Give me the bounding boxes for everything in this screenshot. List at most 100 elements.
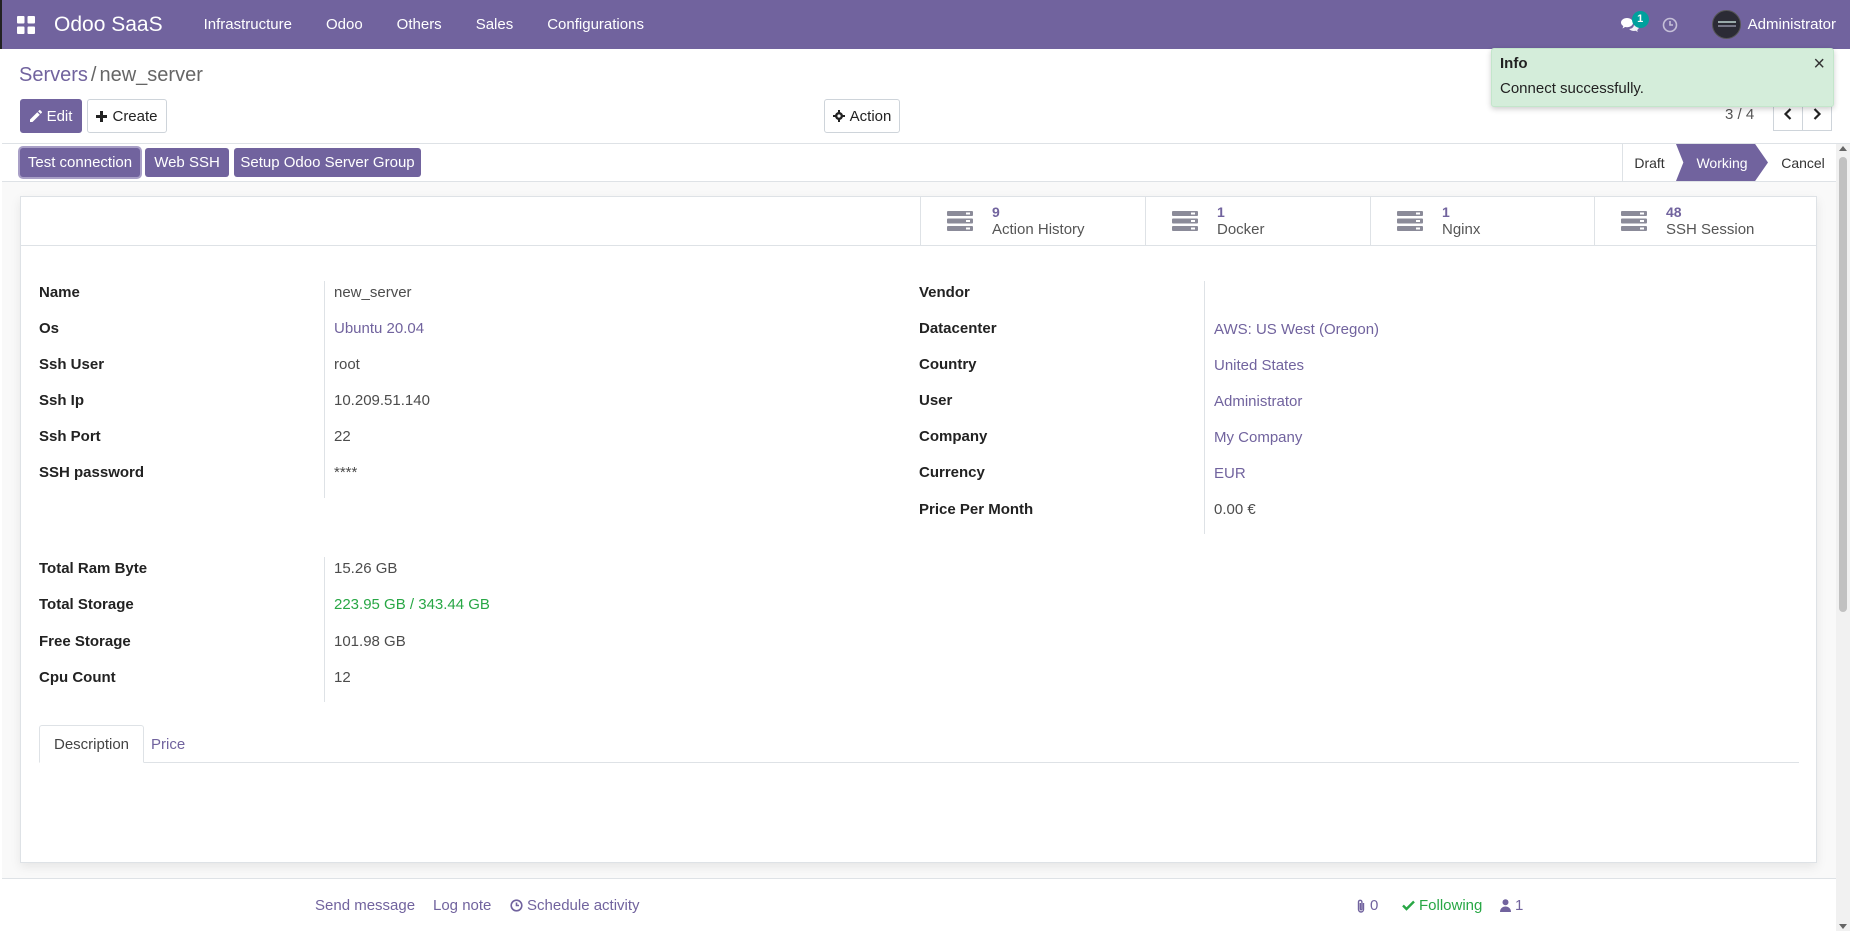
form-sheet: 9 Action History 1 Docker 1 Nginx 48 [20, 196, 1817, 863]
server-icon [947, 211, 973, 231]
field-label-datacenter: Datacenter [919, 320, 997, 337]
smart-button-box: 9 Action History 1 Docker 1 Nginx 48 [21, 197, 1816, 246]
field-ssh-ip[interactable]: 10.209.51.140 [334, 392, 430, 409]
stage-cancel[interactable]: Cancel [1781, 154, 1825, 171]
following-label: Following [1419, 897, 1483, 914]
breadcrumb-separator: / [90, 64, 97, 86]
chatter-topbar: Send message Log note Schedule activity … [2, 878, 1836, 931]
field-currency[interactable]: EUR [1214, 465, 1246, 482]
menu-infrastructure[interactable]: Infrastructure [203, 16, 292, 33]
user-menu[interactable]: Administrator [1690, 0, 1850, 49]
menu-sales[interactable]: Sales [475, 16, 514, 33]
field-label-country: Country [919, 356, 977, 373]
close-icon[interactable]: × [1813, 53, 1825, 75]
field-country[interactable]: United States [1214, 357, 1305, 374]
log-note-button[interactable]: Log note [433, 897, 492, 914]
menu-odoo[interactable]: Odoo [325, 16, 363, 33]
field-label-price-per-month: Price Per Month [919, 501, 1034, 518]
field-user[interactable]: Administrator [1214, 393, 1303, 410]
stage-working[interactable]: Working [1676, 144, 1768, 181]
field-label-total-storage: Total Storage [39, 596, 134, 613]
web-ssh-button[interactable]: Web SSH [145, 148, 229, 177]
scroll-up-icon[interactable] [1839, 146, 1847, 151]
field-label-name: Name [39, 284, 80, 301]
paperclip-icon [1357, 899, 1365, 913]
vertical-scrollbar[interactable] [1836, 144, 1850, 931]
scrollbar-thumb[interactable] [1839, 157, 1847, 612]
nginx-smart-button[interactable]: 1 Nginx [1370, 197, 1595, 245]
field-free-storage[interactable]: 101.98 GB [334, 633, 406, 650]
field-label-free-storage: Free Storage [39, 633, 131, 650]
tab-description[interactable]: Description [39, 725, 145, 763]
activity-menu[interactable] [1650, 0, 1690, 49]
app-brand[interactable]: Odoo SaaS [54, 12, 163, 36]
field-separator [324, 281, 325, 498]
server-icon [1172, 211, 1198, 231]
field-separator [1204, 281, 1205, 534]
action-label: Action [849, 107, 892, 125]
ssh-session-label: SSH Session [1666, 221, 1755, 238]
action-history-label: Action History [992, 221, 1085, 238]
stage-draft[interactable]: Draft [1622, 144, 1676, 181]
chevron-right-icon [1813, 108, 1822, 120]
create-button[interactable]: Create [87, 99, 167, 133]
field-ssh-port[interactable]: 22 [334, 428, 351, 445]
field-price-per-month[interactable]: 0.00 € [1214, 501, 1256, 518]
info-notification: Info Connect successfully. × [1491, 48, 1834, 107]
clock-icon [1662, 17, 1677, 32]
gear-icon [832, 110, 845, 122]
field-separator [324, 557, 325, 702]
notification-title: Info [1500, 55, 1528, 72]
menu-configurations[interactable]: Configurations [547, 16, 644, 33]
messaging-menu[interactable]: 1 [1610, 0, 1650, 49]
pager-value[interactable]: 3 / 4 [1725, 106, 1755, 123]
ssh-session-smart-button[interactable]: 48 SSH Session [1594, 197, 1816, 245]
nginx-label: Nginx [1442, 221, 1481, 238]
field-label-total-ram: Total Ram Byte [39, 560, 148, 577]
docker-label: Docker [1217, 221, 1265, 238]
field-name[interactable]: new_server [334, 284, 412, 301]
edit-button[interactable]: Edit [20, 99, 82, 133]
field-label-ssh-password: SSH password [39, 464, 145, 481]
clock-icon [510, 899, 523, 912]
server-icon [1397, 211, 1423, 231]
field-ssh-password[interactable]: **** [334, 464, 358, 481]
action-dropdown-button[interactable]: Action [824, 99, 900, 133]
field-cpu-count[interactable]: 12 [334, 669, 351, 686]
field-label-currency: Currency [919, 464, 985, 481]
field-total-ram[interactable]: 15.26 GB [334, 560, 398, 577]
menu-others[interactable]: Others [396, 16, 442, 33]
tab-price[interactable]: Price [151, 735, 186, 753]
following-button[interactable]: Following [1402, 897, 1482, 914]
breadcrumb: Servers / new_server [19, 64, 203, 87]
field-label-company: Company [919, 428, 988, 445]
docker-smart-button[interactable]: 1 Docker [1145, 197, 1370, 245]
user-icon [1500, 899, 1511, 912]
test-connection-button[interactable]: Test connection [20, 148, 140, 177]
edit-label: Edit [46, 107, 73, 125]
followers-button[interactable]: 1 [1500, 897, 1523, 914]
action-history-smart-button[interactable]: 9 Action History [920, 197, 1145, 245]
docker-count: 1 [1217, 204, 1225, 220]
field-ssh-user[interactable]: root [334, 356, 360, 373]
field-label-cpu-count: Cpu Count [39, 669, 116, 686]
field-total-storage[interactable]: 223.95 GB / 343.44 GB [334, 596, 490, 613]
user-name: Administrator [1747, 16, 1836, 33]
pencil-icon [29, 110, 42, 122]
field-os[interactable]: Ubuntu 20.04 [334, 320, 425, 337]
schedule-activity-label: Schedule activity [527, 897, 640, 914]
apps-menu-icon[interactable] [2, 0, 50, 49]
setup-odoo-server-group-button[interactable]: Setup Odoo Server Group [234, 148, 421, 177]
action-history-count: 9 [992, 204, 1000, 220]
attachments-button[interactable]: 0 [1356, 897, 1378, 914]
field-datacenter[interactable]: AWS: US West (Oregon) [1214, 321, 1380, 338]
scroll-down-icon[interactable] [1839, 924, 1847, 929]
nginx-count: 1 [1442, 204, 1450, 220]
send-message-button[interactable]: Send message [315, 897, 416, 914]
breadcrumb-servers[interactable]: Servers [19, 64, 88, 86]
schedule-activity-button[interactable]: Schedule activity [510, 897, 640, 914]
avatar [1711, 10, 1741, 39]
breadcrumb-current: new_server [99, 64, 203, 86]
field-company[interactable]: My Company [1214, 429, 1303, 446]
field-label-vendor: Vendor [919, 284, 970, 301]
